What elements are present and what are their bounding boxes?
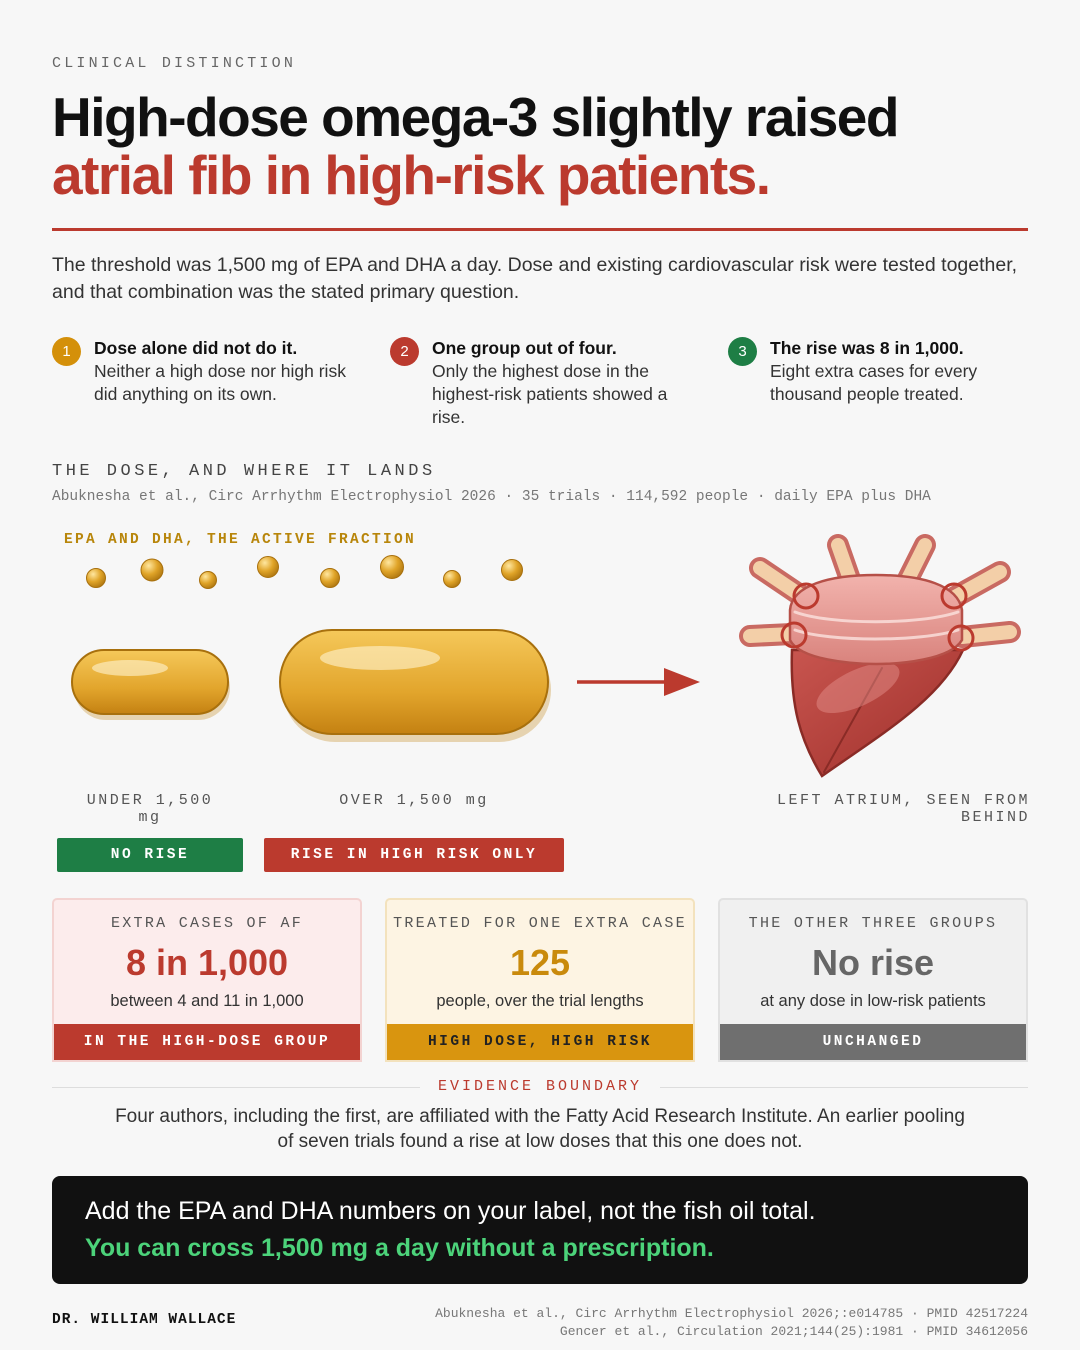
headline: High-dose omega-3 slightly raised atrial… [52, 86, 899, 206]
point-title: The rise was 8 in 1,000. [770, 338, 964, 358]
reference: Abuknesha et al., Circ Arrhythm Electrop… [435, 1306, 1028, 1321]
droplets [86, 555, 523, 589]
dose-label: OVER 1,500 mg [339, 792, 489, 809]
point-title: Dose alone did not do it. [94, 338, 298, 358]
stat-label: THE OTHER THREE GROUPS [748, 915, 998, 932]
kicker: CLINICAL DISTINCTION [52, 55, 297, 72]
headline-line: High-dose omega-3 slightly raised [52, 86, 899, 148]
stat-label: TREATED FOR ONE EXTRA CASE [393, 915, 687, 932]
references: Abuknesha et al., Circ Arrhythm Electrop… [435, 1305, 1028, 1341]
stat-card: THE OTHER THREE GROUPS No rise at any do… [718, 898, 1028, 1062]
stat-footer: HIGH DOSE, HIGH RISK [387, 1024, 693, 1060]
stat-value: No rise [811, 942, 935, 983]
key-point: 1 Dose alone did not do it. Neither a hig… [52, 337, 352, 406]
evidence-text: Four authors, including the first, are a… [115, 1106, 965, 1152]
evidence-title: EVIDENCE BOUNDARY [420, 1078, 660, 1095]
section-title: THE DOSE, AND WHERE IT LANDS [52, 462, 436, 481]
stat-card: TREATED FOR ONE EXTRA CASE 125 people, o… [385, 898, 695, 1062]
section-source: Abuknesha et al., Circ Arrhythm Electrop… [52, 489, 931, 505]
point-title: One group out of four. [432, 338, 617, 358]
stat-footer: UNCHANGED [720, 1024, 1026, 1060]
arrow [577, 668, 700, 696]
stat-footer: IN THE HIGH-DOSE GROUP [54, 1024, 360, 1060]
small-capsule [71, 649, 230, 720]
callout-line: You can cross 1,500 mg a day without a p… [85, 1234, 714, 1262]
point-number: 3 [728, 337, 757, 366]
point-number: 2 [390, 337, 419, 366]
stat-value: 125 [509, 942, 571, 983]
intro: The threshold was 1,500 mg of EPA and DH… [52, 254, 1018, 303]
stat-label: EXTRA CASES OF AF [110, 915, 304, 932]
point-text: Neither a high dose nor high risk did an… [94, 361, 346, 404]
stat-sub: people, over the trial lengths [436, 992, 644, 1010]
headline-line: atrial fib in high-risk patients. [52, 144, 771, 206]
dose-label: UNDER 1,500 mg [86, 792, 214, 826]
stat-sub: at any dose in low-risk patients [760, 992, 986, 1010]
author: DR. WILLIAM WALLACE [52, 1312, 237, 1328]
point-text: Eight extra cases for every thousand peo… [770, 361, 978, 404]
stat-sub: between 4 and 11 in 1,000 [110, 992, 304, 1010]
stat-card: EXTRA CASES OF AF 8 in 1,000 between 4 a… [52, 898, 362, 1062]
point-text: Only the highest dose in the highest-ris… [432, 361, 668, 427]
badge: NO RISE [57, 838, 243, 872]
callout: Add the EPA and DHA numbers on your labe… [52, 1176, 1028, 1284]
key-point: 3 The rise was 8 in 1,000. Eight extra ca… [728, 337, 1028, 406]
stat-value: 8 in 1,000 [125, 942, 289, 983]
large-capsule [279, 629, 551, 742]
heart [739, 534, 1021, 778]
heart-label: LEFT ATRIUM, SEEN FROM BEHIND [776, 792, 1030, 826]
illustration [71, 534, 1021, 778]
callout-line: Add the EPA and DHA numbers on your labe… [85, 1197, 816, 1225]
point-number: 1 [52, 337, 81, 366]
fraction-label: EPA AND DHA, THE ACTIVE FRACTION [64, 532, 417, 548]
badge: RISE IN HIGH RISK ONLY [264, 838, 564, 872]
divider [52, 228, 1028, 231]
reference: Gencer et al., Circulation 2021;144(25):… [559, 1324, 1028, 1339]
key-point: 2 One group out of four. Only the highest… [390, 337, 690, 429]
